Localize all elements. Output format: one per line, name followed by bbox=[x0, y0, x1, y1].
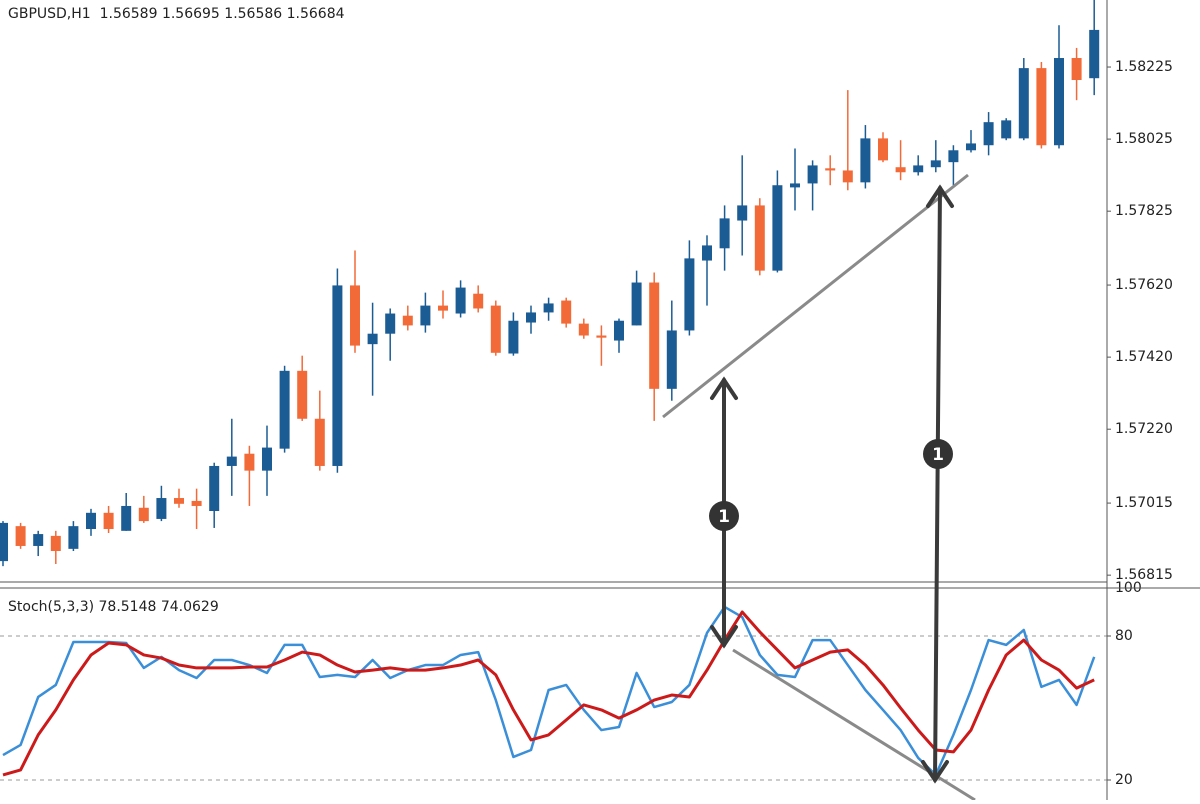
candle-body bbox=[596, 335, 607, 338]
chart-title: GBPUSD,H1 1.56589 1.56695 1.56586 1.5668… bbox=[8, 6, 345, 22]
candle-body bbox=[966, 143, 976, 151]
candle-body bbox=[807, 165, 818, 184]
y-tick-label: 80 bbox=[1115, 628, 1133, 644]
candle-body bbox=[191, 500, 202, 506]
price-panel: 1.58225 1.58025 1.57825 1.57620 1.57420 1.572… bbox=[0, 0, 1173, 583]
indicator-line bbox=[2, 610, 1095, 777]
candle-body bbox=[86, 512, 96, 530]
candle-body bbox=[33, 534, 44, 546]
candle-body bbox=[209, 465, 220, 512]
candle-body bbox=[860, 138, 871, 183]
candle-body bbox=[279, 370, 290, 449]
candle-body bbox=[367, 333, 378, 345]
candle-body bbox=[490, 305, 501, 353]
candle-body bbox=[402, 315, 413, 326]
candle-body bbox=[790, 183, 800, 188]
arrow bbox=[921, 184, 954, 784]
candle-body bbox=[1089, 29, 1100, 79]
candle-body bbox=[561, 300, 572, 324]
y-tick-label: 1.58025 bbox=[1115, 131, 1173, 147]
y-tick-label: 1.57420 bbox=[1115, 349, 1173, 365]
candle-body bbox=[614, 320, 624, 341]
candle-body bbox=[543, 303, 554, 313]
candle-body bbox=[895, 167, 906, 173]
candle-body bbox=[772, 185, 783, 271]
candle-body bbox=[754, 205, 765, 271]
candle-body bbox=[68, 526, 79, 549]
candle-body bbox=[50, 535, 61, 552]
trend-line bbox=[662, 173, 969, 419]
y-tick-label: 1.58225 bbox=[1115, 59, 1173, 75]
candle-body bbox=[983, 122, 994, 146]
badge-label: 1 bbox=[932, 445, 944, 465]
candle-body bbox=[121, 505, 132, 531]
y-tick-label: 1.57015 bbox=[1115, 495, 1173, 511]
candle-body bbox=[878, 138, 888, 161]
candle-body bbox=[138, 507, 149, 522]
candle-body bbox=[842, 170, 853, 183]
candle-body bbox=[174, 498, 184, 504]
candle-body bbox=[438, 305, 448, 311]
candle-body bbox=[156, 498, 167, 519]
y-tick-label: 20 bbox=[1115, 772, 1133, 788]
candle-body bbox=[702, 245, 712, 261]
candle-body bbox=[103, 512, 114, 530]
candle-body bbox=[226, 456, 237, 466]
candle-body bbox=[913, 165, 924, 173]
candle-body bbox=[15, 526, 26, 546]
y-tick-label: 1.57220 bbox=[1115, 421, 1173, 437]
candle-body bbox=[578, 323, 589, 336]
indicator-line bbox=[2, 605, 1096, 777]
candle-body bbox=[385, 313, 396, 334]
candle-body bbox=[508, 320, 519, 354]
candle-body bbox=[1054, 58, 1064, 146]
y-tick-label: 1.56815 bbox=[1115, 567, 1173, 583]
candle-body bbox=[0, 522, 8, 562]
candle-body bbox=[719, 218, 730, 249]
badge bbox=[709, 501, 739, 531]
candle-body bbox=[420, 305, 431, 326]
candle-body bbox=[244, 453, 255, 471]
candle-body bbox=[631, 282, 642, 326]
y-tick-label: 1.57825 bbox=[1115, 203, 1173, 219]
candle-body bbox=[649, 282, 660, 389]
candle-body bbox=[455, 287, 466, 314]
candle-body bbox=[1018, 68, 1029, 139]
candle-body bbox=[1036, 68, 1047, 146]
y-tick-label: 1.57620 bbox=[1115, 277, 1173, 293]
badge bbox=[923, 439, 953, 469]
candle-body bbox=[930, 160, 941, 168]
candle-body bbox=[314, 418, 325, 466]
candle-body bbox=[684, 258, 695, 331]
candle-body bbox=[297, 370, 308, 419]
candle-body bbox=[825, 168, 836, 171]
badge-label: 1 bbox=[718, 507, 730, 527]
candle-body bbox=[350, 285, 360, 346]
candle-body bbox=[473, 293, 484, 309]
candle-body bbox=[262, 447, 272, 471]
candle-body bbox=[1071, 58, 1082, 81]
candle-body bbox=[526, 312, 536, 323]
candle-body bbox=[332, 285, 343, 466]
candle-body bbox=[1001, 120, 1012, 139]
candle-body bbox=[948, 150, 959, 163]
candle-body bbox=[666, 330, 677, 389]
indicator-title: Stoch(5,3,3) 78.5148 74.0629 bbox=[8, 599, 219, 615]
candle-body bbox=[737, 205, 748, 221]
